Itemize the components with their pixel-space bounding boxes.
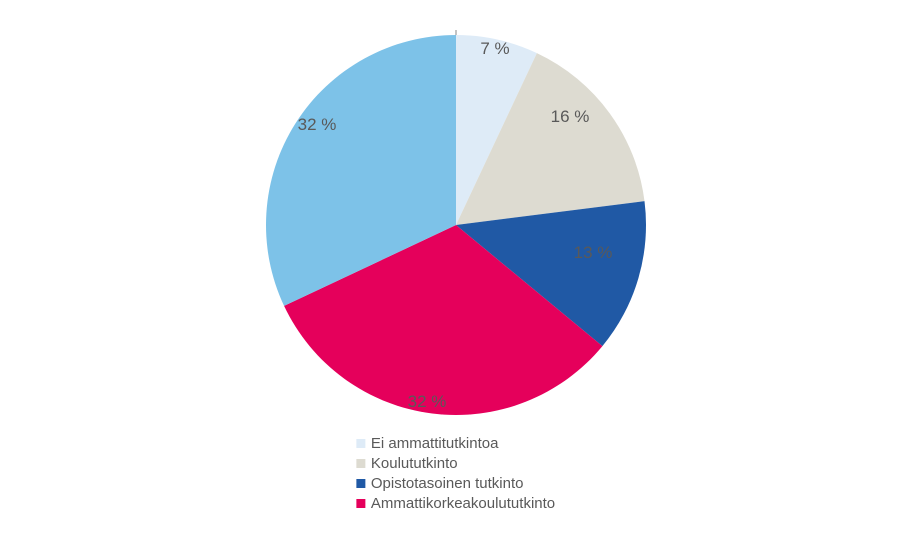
legend-label: Ei ammattitutkintoa <box>371 435 499 452</box>
slice-label: 7 % <box>480 39 509 58</box>
legend-item: Opistotasoinen tutkinto <box>356 475 555 492</box>
slice-label: 16 % <box>550 107 589 126</box>
legend-item: Koulututkinto <box>356 455 555 472</box>
pie-chart: 7 % 16 % 13 % 32 % 32 % <box>261 30 651 435</box>
legend-swatch <box>356 479 365 488</box>
legend-item: Ei ammattitutkintoa <box>356 435 555 452</box>
legend-item: Ammattikorkeakoulututkinto <box>356 495 555 512</box>
legend-swatch <box>356 459 365 468</box>
legend-label: Koulututkinto <box>371 455 458 472</box>
legend: Ei ammattitutkintoa Koulututkinto Opistota… <box>356 435 555 512</box>
legend-swatch <box>356 499 365 508</box>
slice-label: 32 % <box>407 392 446 411</box>
slice-label: 13 % <box>573 243 612 262</box>
legend-swatch <box>356 439 365 448</box>
legend-label: Opistotasoinen tutkinto <box>371 475 524 492</box>
legend-label: Ammattikorkeakoulututkinto <box>371 495 555 512</box>
slice-label: 32 % <box>297 115 336 134</box>
